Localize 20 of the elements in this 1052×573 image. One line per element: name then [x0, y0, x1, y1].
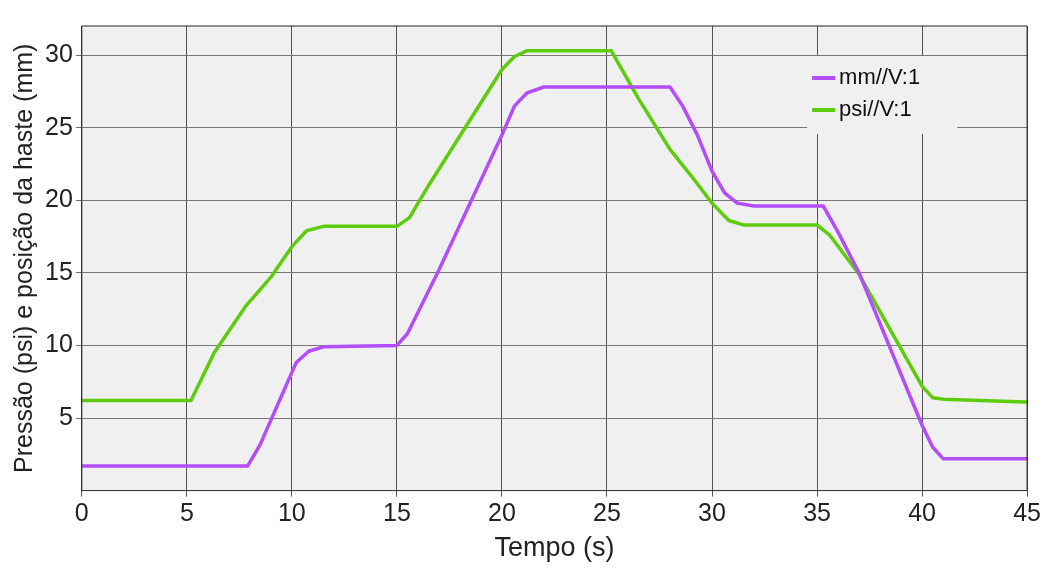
y-axis-title: Pressão (psi) e posição da haste (mm): [8, 43, 37, 473]
x-tick-label: 35: [803, 498, 831, 527]
x-tick-label: 10: [277, 498, 306, 527]
y-tick-label: 25: [45, 111, 73, 140]
legend-label: mm//V:1: [839, 64, 921, 90]
x-tick-label: 0: [74, 498, 89, 527]
x-tick-label: 5: [179, 498, 194, 527]
y-tick-label: 20: [45, 184, 73, 213]
x-tick-label: 25: [593, 498, 621, 527]
y-tick-label: 5: [58, 401, 73, 430]
legend-label: psi//V:1: [839, 96, 912, 122]
x-tick-label: 40: [908, 498, 936, 527]
x-tick-label: 45: [1013, 498, 1041, 527]
x-tick-label: 20: [488, 498, 516, 527]
x-axis-title: Tempo (s): [494, 532, 615, 563]
y-tick-label: 30: [45, 38, 73, 67]
x-tick-label: 15: [383, 498, 411, 527]
x-tick-label: 30: [698, 498, 726, 527]
y-tick-label: 15: [45, 256, 73, 285]
y-tick-label: 10: [45, 329, 73, 358]
